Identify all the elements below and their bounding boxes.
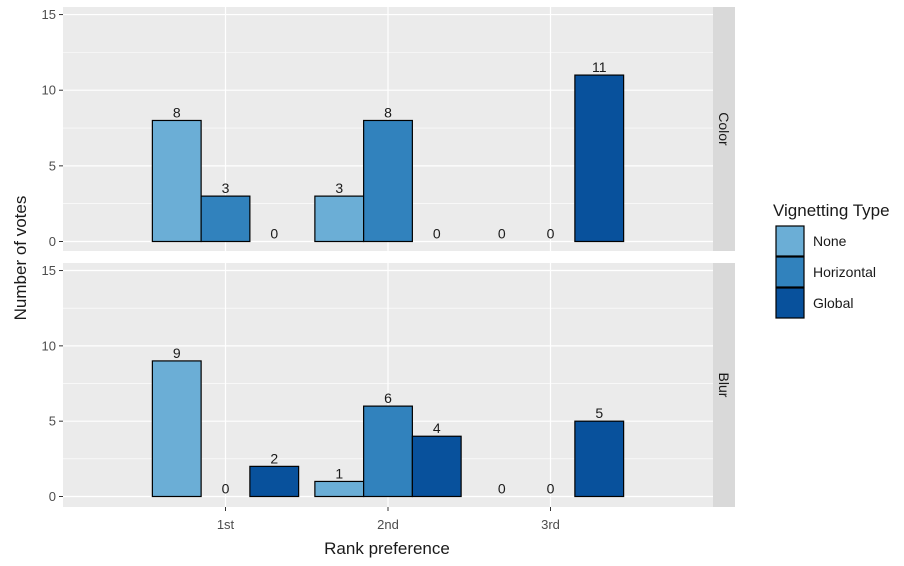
legend-label: None <box>813 233 847 249</box>
bar <box>249 465 300 498</box>
data-label: 0 <box>498 226 506 242</box>
bar <box>411 435 462 498</box>
bar <box>574 74 625 243</box>
data-label: 1 <box>335 465 343 481</box>
y-tick-label: 5 <box>49 158 56 173</box>
data-label: 3 <box>222 180 230 196</box>
bar <box>363 405 413 498</box>
data-label: 0 <box>270 226 278 242</box>
legend-label: Global <box>813 295 853 311</box>
data-label: 3 <box>335 180 343 196</box>
data-label: 0 <box>547 481 555 497</box>
legend-label: Horizontal <box>813 264 876 280</box>
data-label: 0 <box>547 226 555 242</box>
bar <box>200 195 251 243</box>
bar <box>151 360 202 498</box>
facet-strip-label: Color <box>716 112 732 146</box>
y-tick-label: 10 <box>42 338 56 353</box>
facet-strip-label: Blur <box>716 373 732 398</box>
bar <box>574 420 625 498</box>
y-tick-label: 10 <box>42 83 56 98</box>
x-tick-label: 3rd <box>541 517 560 532</box>
bar <box>314 195 365 243</box>
legend: None Horizontal Global <box>775 225 876 319</box>
y-tick-label: 0 <box>49 489 56 504</box>
data-label: 2 <box>270 450 278 466</box>
facet-strip <box>713 7 735 251</box>
facet-strip <box>713 263 735 507</box>
bar <box>363 119 413 243</box>
legend-key <box>775 256 805 288</box>
legend-key <box>775 225 805 257</box>
y-tick-label: 0 <box>49 234 56 249</box>
bar <box>151 119 202 243</box>
legend-key <box>775 287 805 319</box>
data-label: 11 <box>592 59 607 75</box>
data-label: 8 <box>384 104 392 120</box>
data-label: 0 <box>222 481 230 497</box>
y-tick-label: 5 <box>49 414 56 429</box>
data-label: 6 <box>384 390 392 406</box>
x-tick-label: 1st <box>217 517 235 532</box>
y-tick-label: 15 <box>42 263 56 278</box>
data-label: 0 <box>498 481 506 497</box>
x-axis-title: Rank preference <box>324 539 450 558</box>
x-tick-label: 2nd <box>377 517 399 532</box>
bar <box>314 480 365 498</box>
y-tick-label: 15 <box>42 7 56 22</box>
data-label: 9 <box>173 345 181 361</box>
data-label: 5 <box>595 405 603 421</box>
y-axis-title: Number of votes <box>11 196 30 321</box>
data-label: 8 <box>173 104 181 120</box>
data-label: 4 <box>433 420 441 436</box>
panel-color: 0 5 10 15 8 3 0 3 8 0 0 0 11 Color <box>42 7 735 251</box>
data-label: 0 <box>433 226 441 242</box>
legend-title: Vignetting Type <box>773 201 890 220</box>
